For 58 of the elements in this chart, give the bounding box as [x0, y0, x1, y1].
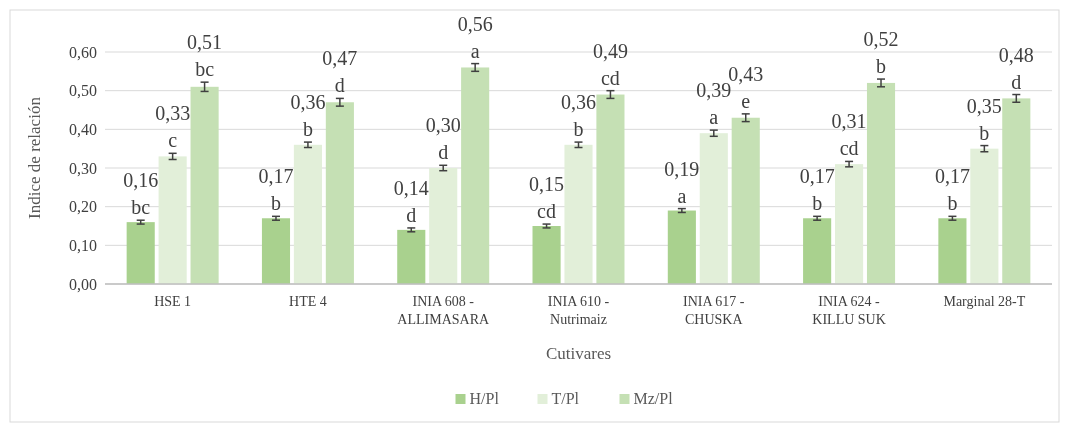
x-tick-label: INIA 610 - Nutrimaiz [547, 294, 610, 327]
bar [938, 218, 967, 284]
data-label: 0,17 b [934, 165, 970, 215]
legend-label: T/Pl [551, 390, 580, 407]
x-tick-label: HSE 1 [154, 294, 192, 309]
bar [596, 94, 625, 284]
bar [1002, 98, 1031, 284]
y-tick-label: 0,50 [69, 82, 97, 100]
data-label: 0,52 b [863, 28, 899, 78]
bar [325, 102, 354, 284]
legend-label: H/Pl [469, 390, 500, 407]
bar [293, 144, 322, 284]
data-label: 0,33 c [155, 102, 191, 152]
x-tick-label: INIA 617 - CHUSKA [683, 294, 745, 327]
x-tick-label: HTE 4 [289, 294, 327, 309]
data-label: 0,36 b [561, 91, 596, 141]
y-tick-label: 0,30 [69, 159, 97, 177]
data-label: 0,19 a [664, 157, 700, 207]
bar [667, 210, 696, 284]
y-tick-label: 0,40 [69, 120, 97, 138]
bar [461, 67, 490, 284]
bar [429, 168, 458, 284]
data-label: 0,31 cd [831, 110, 867, 160]
bar [699, 133, 728, 284]
data-label: 0,16 bc [123, 169, 159, 219]
x-tick-label: INIA 624 - KILLU SUK [812, 294, 886, 327]
data-label: 0,48 d [998, 43, 1034, 93]
data-label: 0,17 b [799, 165, 835, 215]
data-label: 0,17 b [258, 165, 294, 215]
bar [158, 156, 187, 284]
x-tick-label: INIA 608 - ALLIMASARA [397, 294, 490, 327]
x-tick-label: Marginal 28-T [943, 294, 1026, 309]
data-label: 0,35 b [966, 94, 1002, 144]
bar [866, 82, 896, 284]
legend-label: Mz/Pl [633, 390, 674, 407]
data-label: 0,51 bc [187, 31, 223, 81]
bar [970, 148, 999, 284]
y-tick-label: 0,10 [69, 236, 97, 254]
data-label: 0,30 d [425, 114, 461, 164]
bar [397, 229, 426, 284]
bar [564, 144, 593, 284]
bar [803, 218, 832, 284]
data-label: 0,36 b [290, 91, 326, 141]
data-label: 0,49 cd [592, 39, 628, 89]
bar [190, 86, 219, 284]
bar [532, 226, 561, 284]
y-tick-label: 0,20 [69, 198, 97, 216]
bar [261, 218, 291, 284]
x-axis-title: Cutivares [545, 344, 612, 363]
bar [126, 222, 155, 284]
bar [731, 117, 760, 284]
bar [835, 164, 864, 284]
y-axis-title: Indice de relación [25, 96, 44, 219]
data-label: 0,14 d [393, 176, 429, 226]
y-tick-label: 0,60 [69, 43, 97, 61]
data-label: 0,56 a [457, 12, 493, 62]
y-tick-label: 0,00 [69, 275, 97, 293]
data-label: 0,15 cd [529, 173, 565, 223]
